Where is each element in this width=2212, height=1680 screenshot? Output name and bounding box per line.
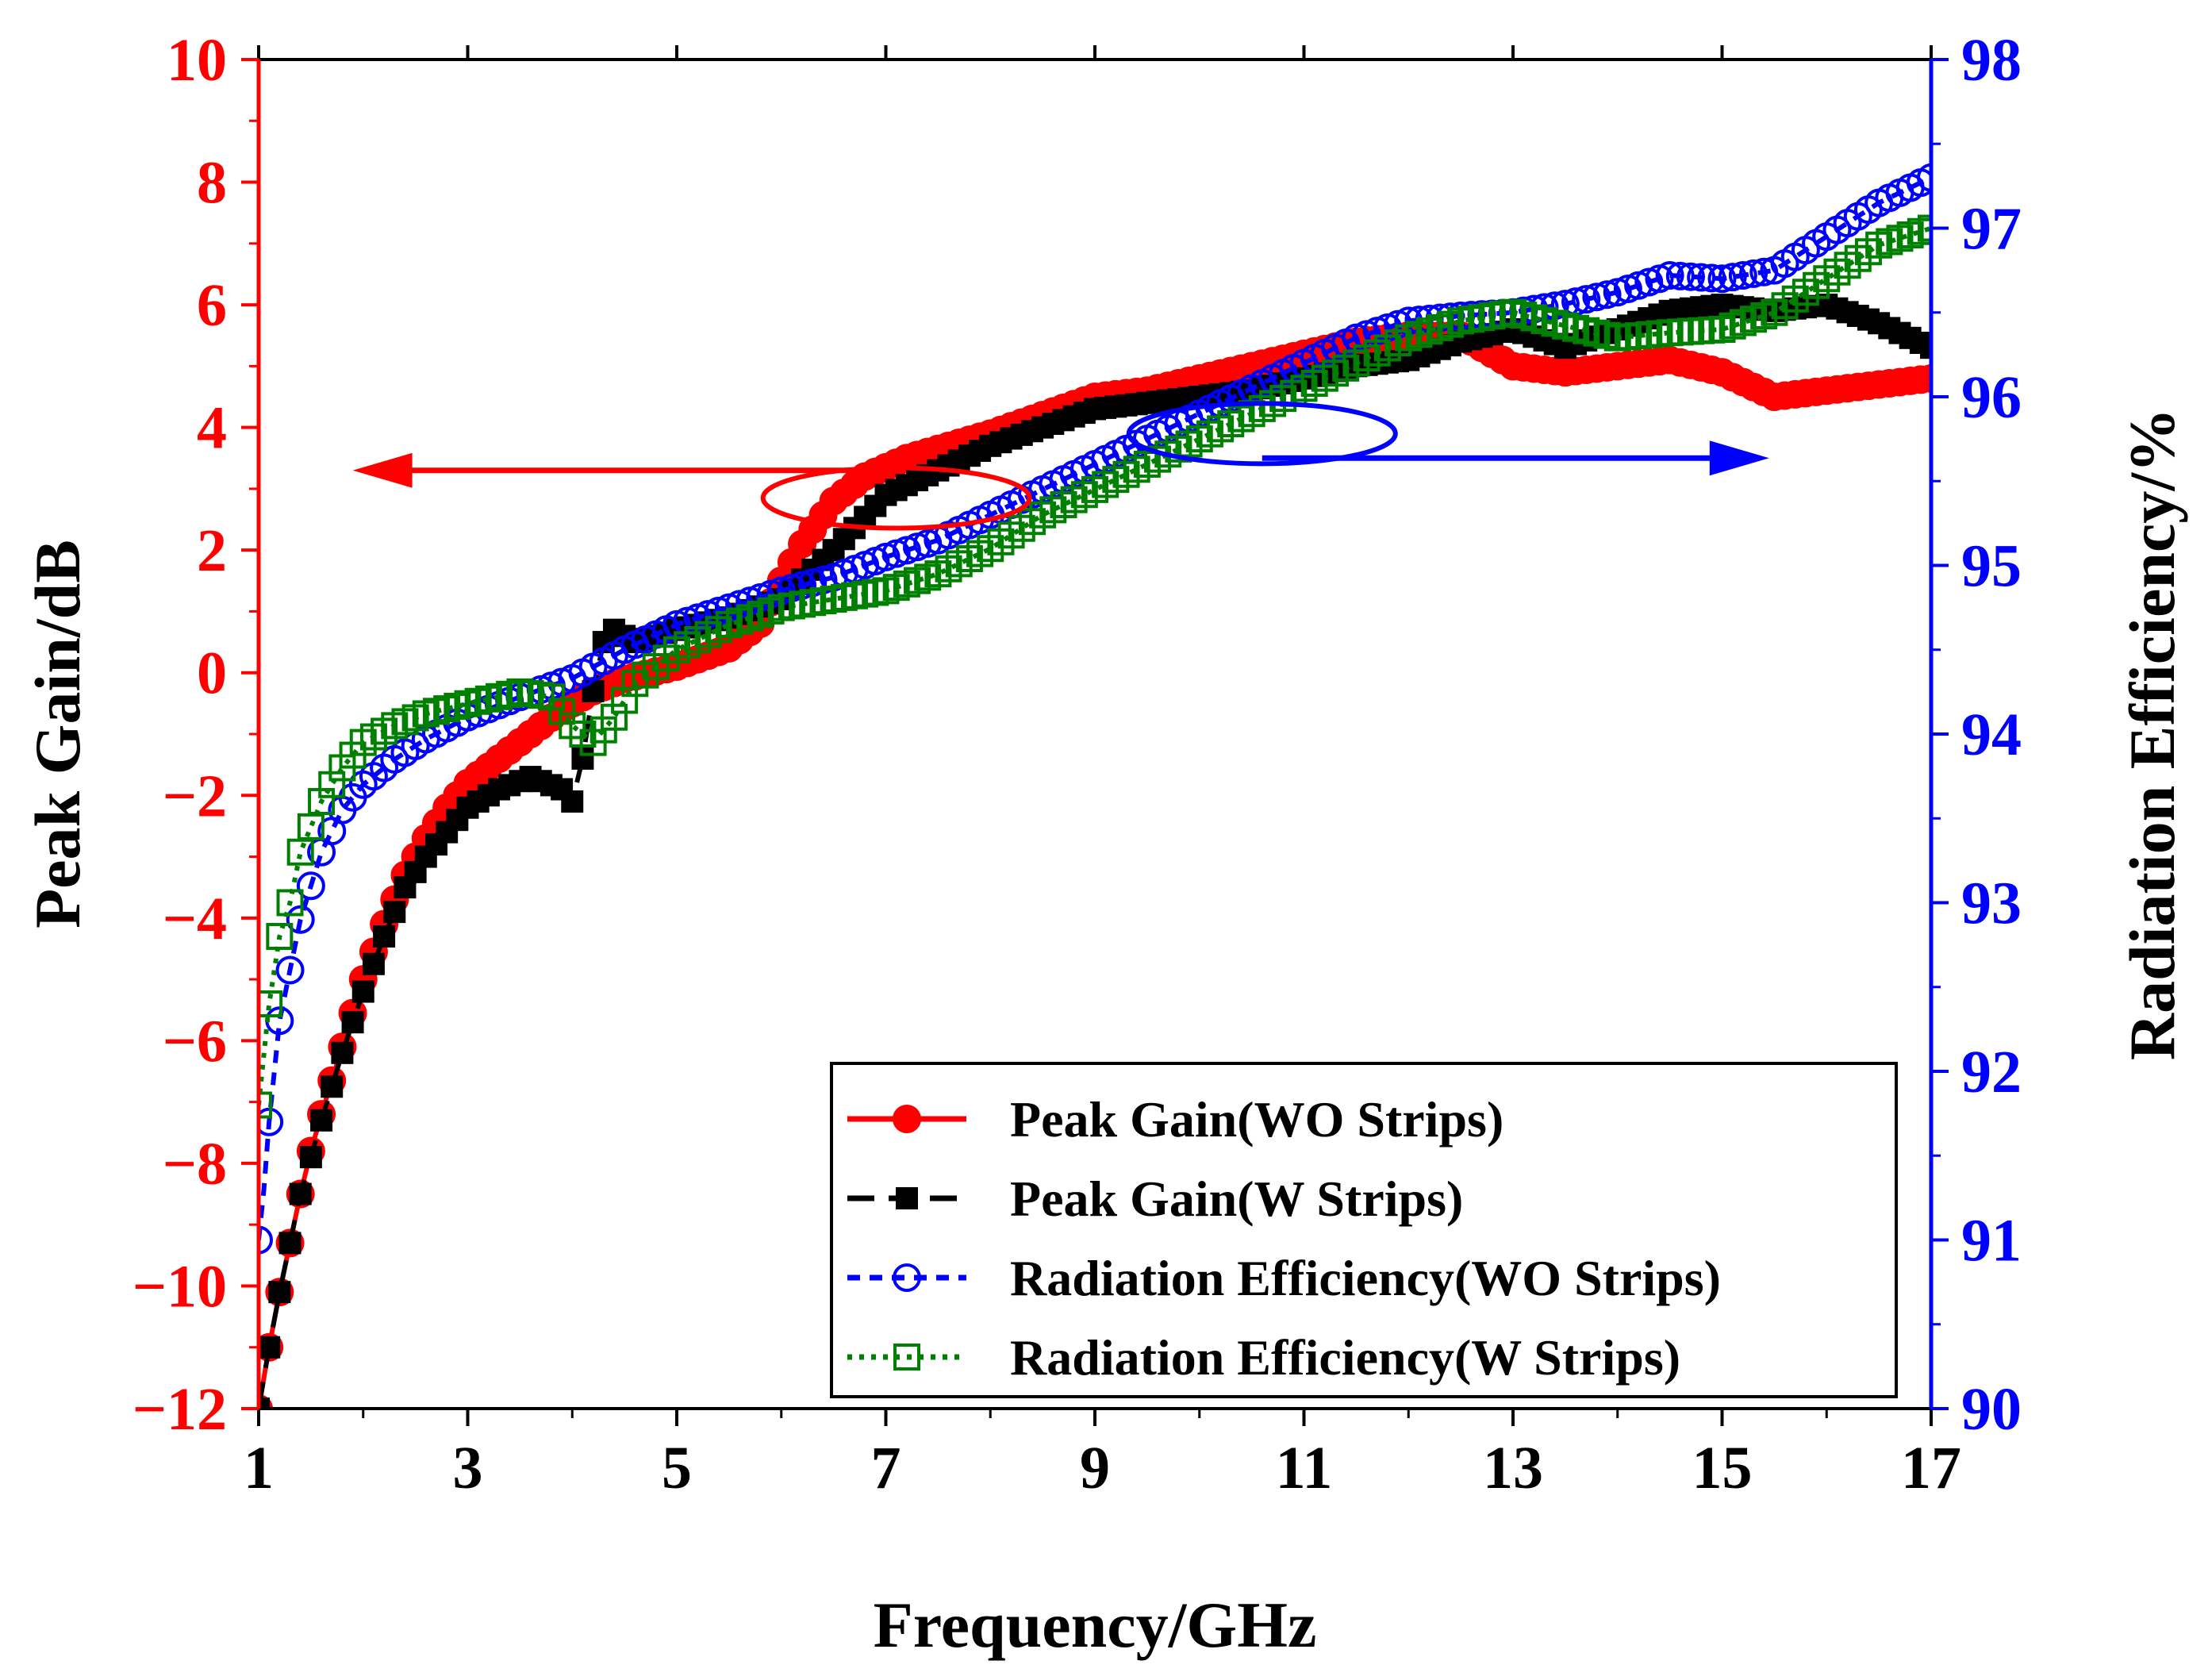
legend-marker: [893, 1105, 921, 1133]
y-left-tick-label: 2: [197, 517, 227, 584]
data-point: [1665, 261, 1695, 290]
series-4: [259, 214, 1931, 1119]
data-point: [259, 1397, 270, 1409]
y-left-tick-label: 4: [197, 395, 227, 462]
y-left-tick-label: 8: [197, 150, 227, 217]
legend-label: Radiation Efficiency(W Strips): [1010, 1329, 1680, 1386]
x-tick-label: 3: [453, 1435, 483, 1501]
legend-label: Radiation Efficiency(WO Strips): [1010, 1250, 1721, 1306]
legend-marker: [896, 1187, 918, 1209]
data-point: [331, 1041, 354, 1064]
x-tick-label: 11: [1276, 1435, 1333, 1501]
data-point: [310, 1109, 333, 1132]
data-point: [1572, 285, 1601, 314]
data-point: [351, 980, 374, 1003]
data-point: [1655, 261, 1684, 290]
y-left-tick-label: −12: [132, 1376, 227, 1443]
data-point: [1728, 261, 1757, 290]
data-point: [1920, 336, 1931, 359]
data-point: [289, 1182, 312, 1205]
right-axis-ellipse: [1126, 401, 1398, 467]
data-point: [321, 1075, 344, 1098]
legend-item-1: Peak Gain(WO Strips): [847, 1091, 1503, 1148]
legend-box: [830, 1062, 1898, 1398]
data-point: [276, 889, 304, 917]
data-point: [373, 925, 396, 948]
legend-item-4: Radiation Efficiency(W Strips): [847, 1329, 1680, 1386]
data-point: [1582, 283, 1611, 312]
y-right-tick-label: 98: [1961, 27, 2022, 94]
y-left-tick-label: −4: [163, 886, 227, 952]
data-point: [1917, 163, 1931, 192]
x-tick-label: 7: [871, 1435, 901, 1501]
data-point: [259, 990, 283, 1017]
data-point: [383, 901, 406, 924]
legend-label: Peak Gain(WO Strips): [1010, 1091, 1503, 1148]
y-right-tick-label: 91: [1961, 1208, 2022, 1274]
y-left-tick-label: 10: [167, 27, 227, 94]
y-left-tick-label: −6: [163, 1008, 227, 1075]
x-tick-label: 1: [244, 1435, 274, 1501]
legend-item-2: Peak Gain(W Strips): [847, 1171, 1463, 1227]
legend-marker: [893, 1344, 920, 1371]
left-arrow-head-icon: [352, 452, 413, 488]
data-point: [1697, 263, 1726, 293]
data-point: [1676, 262, 1705, 291]
data-point: [259, 1091, 272, 1119]
data-point: [341, 1011, 364, 1034]
x-tick-label: 9: [1080, 1435, 1110, 1501]
x-tick-label: 15: [1692, 1435, 1753, 1501]
y-right-tick-label: 94: [1961, 702, 2022, 768]
legend-marker: [893, 1263, 921, 1292]
data-point: [1707, 264, 1737, 294]
data-point: [1917, 363, 1931, 393]
data-point: [275, 955, 305, 985]
data-point: [268, 1281, 291, 1304]
x-tick-label: 13: [1483, 1435, 1543, 1501]
data-point: [561, 790, 584, 813]
y-right-tick-label: 92: [1961, 1039, 2022, 1105]
y-right-tick-label: 93: [1961, 871, 2022, 937]
data-point: [266, 923, 294, 950]
y-right-tick-label: 96: [1961, 364, 2022, 431]
data-point: [362, 952, 385, 975]
y-left-tick-label: −2: [163, 763, 227, 829]
data-point: [1918, 214, 1931, 242]
y-right-tick-label: 95: [1961, 533, 2022, 600]
y-left-tick-label: 6: [197, 272, 227, 339]
x-tick-label: 17: [1901, 1435, 1961, 1501]
x-axis-title: Frequency/GHz: [874, 1589, 1317, 1661]
right-arrow-head-icon: [1709, 440, 1769, 476]
data-point: [1687, 263, 1716, 292]
legend-label: Peak Gain(W Strips): [1010, 1171, 1463, 1227]
y-left-tick-label: 0: [197, 640, 227, 707]
y-left-axis-title: Peak Gain/dB: [21, 540, 94, 928]
data-point: [299, 1146, 322, 1169]
legend-item-3: Radiation Efficiency(WO Strips): [847, 1250, 1721, 1306]
x-tick-label: 5: [662, 1435, 692, 1501]
y-left-tick-label: −8: [163, 1131, 227, 1198]
y-right-tick-label: 90: [1961, 1376, 2022, 1443]
data-point: [1739, 259, 1768, 288]
data-point: [1592, 280, 1622, 309]
data-point: [1718, 263, 1747, 292]
data-point: [278, 1232, 301, 1255]
y-left-tick-label: −10: [132, 1253, 227, 1320]
data-point: [296, 871, 325, 901]
data-point: [259, 1225, 273, 1255]
y-right-axis-title: Radiation Efficiency/%: [2116, 408, 2188, 1060]
y-right-tick-label: 97: [1961, 196, 2022, 263]
data-point: [259, 1336, 281, 1359]
